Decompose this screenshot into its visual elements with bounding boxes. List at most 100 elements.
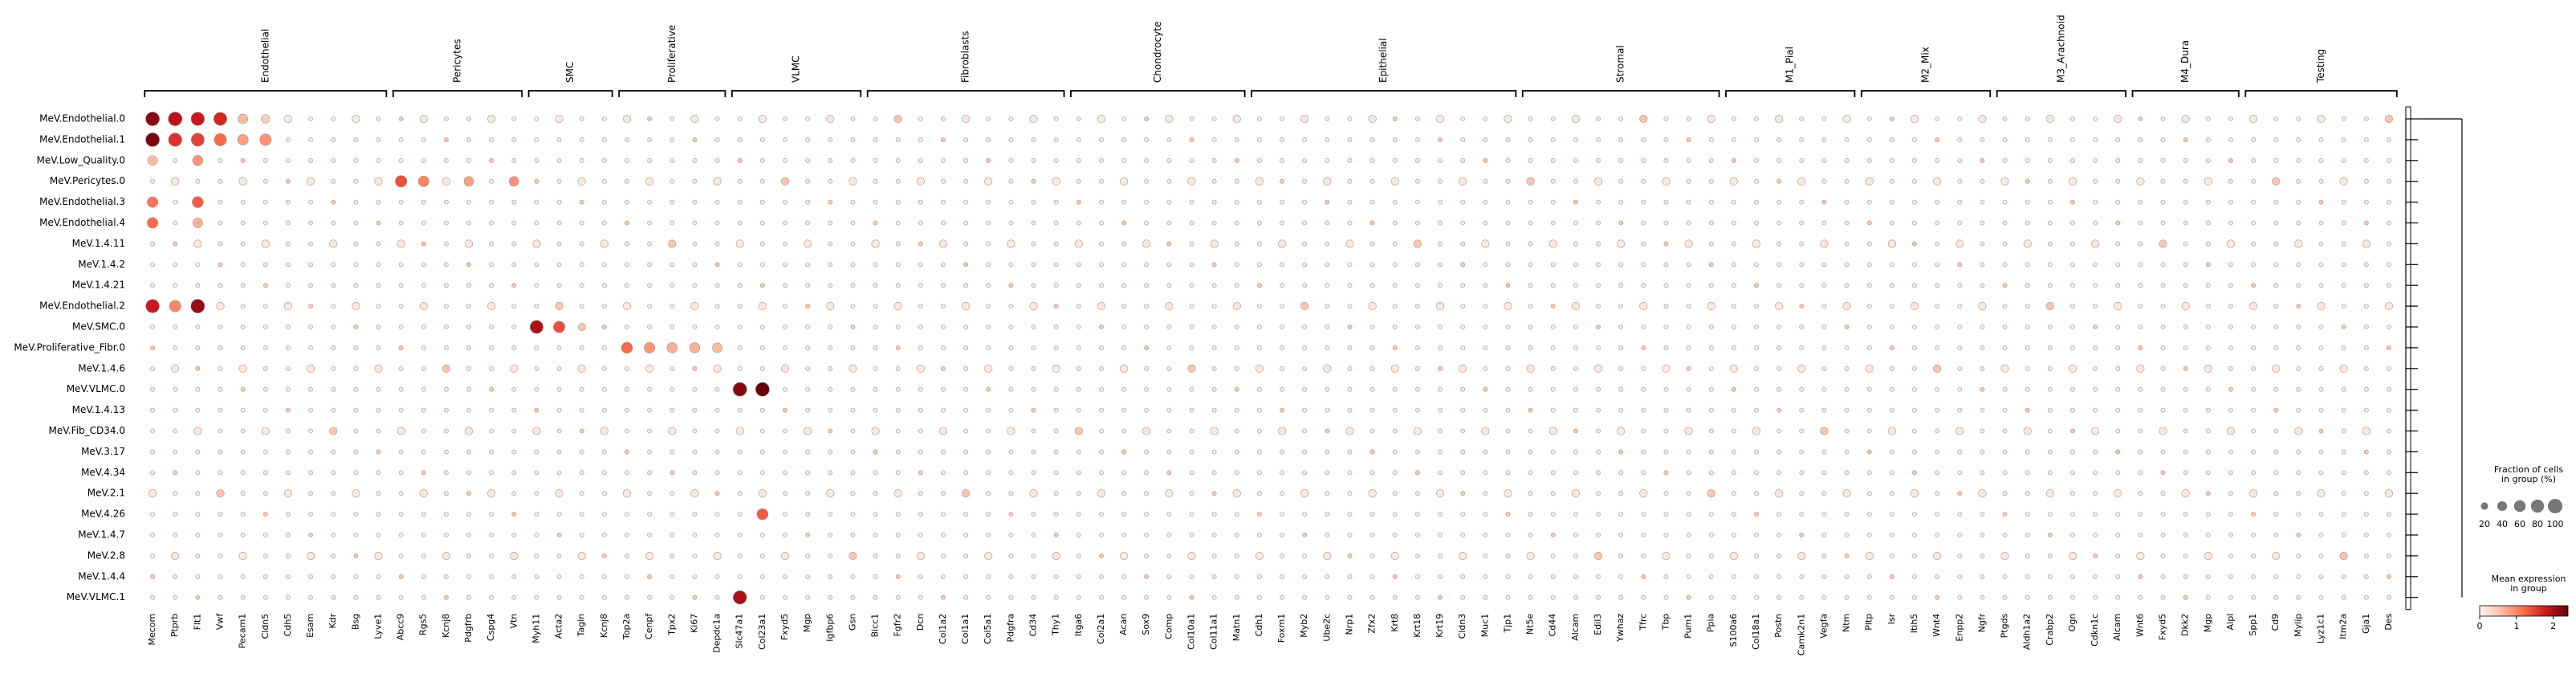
dot <box>2296 178 2301 184</box>
dot <box>1912 178 1917 184</box>
dot <box>1641 470 1646 476</box>
dot <box>262 304 268 308</box>
dot <box>2228 366 2233 371</box>
dot <box>556 220 562 226</box>
dot <box>1641 178 1646 184</box>
dot <box>2068 551 2077 560</box>
dot <box>421 199 426 205</box>
dot <box>556 553 562 558</box>
gene-tick-label: Crabp2 <box>2045 614 2055 646</box>
dot <box>1189 428 1194 434</box>
dot <box>941 553 946 558</box>
gene-tick-label: Cldn3 <box>1457 614 1467 639</box>
dot <box>2183 470 2188 476</box>
dot <box>579 137 584 142</box>
dot <box>1776 407 1782 413</box>
size-legend-label: 100 <box>2547 519 2564 529</box>
dot <box>556 157 562 163</box>
dot <box>918 283 923 288</box>
dot <box>2272 364 2281 373</box>
dot <box>150 345 155 350</box>
dot <box>714 304 720 308</box>
dot <box>759 325 765 329</box>
dot <box>579 533 584 537</box>
dot <box>1438 533 1443 537</box>
size-legend-title: in group (%) <box>2501 474 2556 484</box>
dot <box>692 241 698 247</box>
dot <box>2363 574 2369 579</box>
dot <box>1460 157 1466 163</box>
size-legend-label: 60 <box>2514 519 2525 529</box>
dot <box>2273 220 2279 226</box>
dot <box>1008 512 1014 517</box>
dot <box>805 533 811 537</box>
dot <box>2296 533 2301 537</box>
dot <box>1325 345 1330 350</box>
dot <box>2205 407 2211 413</box>
dot <box>1596 220 1601 226</box>
dot <box>556 283 562 288</box>
dot <box>1776 137 1782 142</box>
dot <box>1144 386 1150 392</box>
dot <box>1775 302 1784 311</box>
dot <box>805 512 811 517</box>
dot <box>2093 137 2098 142</box>
dot <box>1189 220 1194 226</box>
dot <box>1053 199 1059 205</box>
dot <box>237 133 249 145</box>
dot <box>1008 366 1014 371</box>
dot <box>376 345 381 350</box>
dot <box>1865 177 1874 186</box>
dot <box>1571 114 1580 124</box>
dot <box>556 366 562 371</box>
dot <box>2387 470 2391 476</box>
dot <box>2115 345 2121 350</box>
dot <box>1957 283 1963 288</box>
dot <box>918 116 923 121</box>
dot <box>508 176 519 187</box>
dot <box>353 178 359 184</box>
gene-tick-label: Alcam <box>2112 614 2122 641</box>
dot <box>984 177 993 186</box>
dot <box>918 345 923 350</box>
dot <box>1257 283 1262 288</box>
dot <box>442 551 450 560</box>
dot <box>850 512 856 517</box>
dot <box>850 262 856 268</box>
dot <box>173 283 178 288</box>
dot <box>1573 137 1578 142</box>
dot <box>2318 178 2324 184</box>
dot <box>443 137 449 142</box>
dot <box>1708 386 1714 392</box>
dot <box>331 491 336 496</box>
dot <box>2341 116 2346 121</box>
dot <box>1910 489 1919 498</box>
dot <box>1799 325 1805 329</box>
dot <box>2093 594 2098 600</box>
dot <box>376 470 381 476</box>
dot <box>2068 177 2077 186</box>
dot <box>1099 366 1104 371</box>
dot <box>1776 449 1782 455</box>
dot <box>1754 178 1759 184</box>
dot <box>1957 533 1963 537</box>
size-legend-label: 20 <box>2479 519 2490 529</box>
dot <box>848 177 857 186</box>
dot <box>353 241 359 247</box>
dot <box>1368 114 1377 124</box>
dot <box>735 239 744 248</box>
dot <box>145 112 160 126</box>
gene-tick-label: Itga6 <box>1073 614 1084 636</box>
dot <box>1053 304 1059 308</box>
gene-tick-label: Comp <box>1163 614 1174 639</box>
dot <box>2183 241 2188 247</box>
dot <box>1957 553 1963 558</box>
dot <box>1550 533 1556 537</box>
dot <box>2115 137 2121 142</box>
dot <box>1980 449 1985 455</box>
dot <box>1166 574 1172 579</box>
dot <box>1912 262 1917 268</box>
dot <box>1528 262 1533 268</box>
dot <box>1099 241 1104 247</box>
dot <box>1548 239 1557 248</box>
